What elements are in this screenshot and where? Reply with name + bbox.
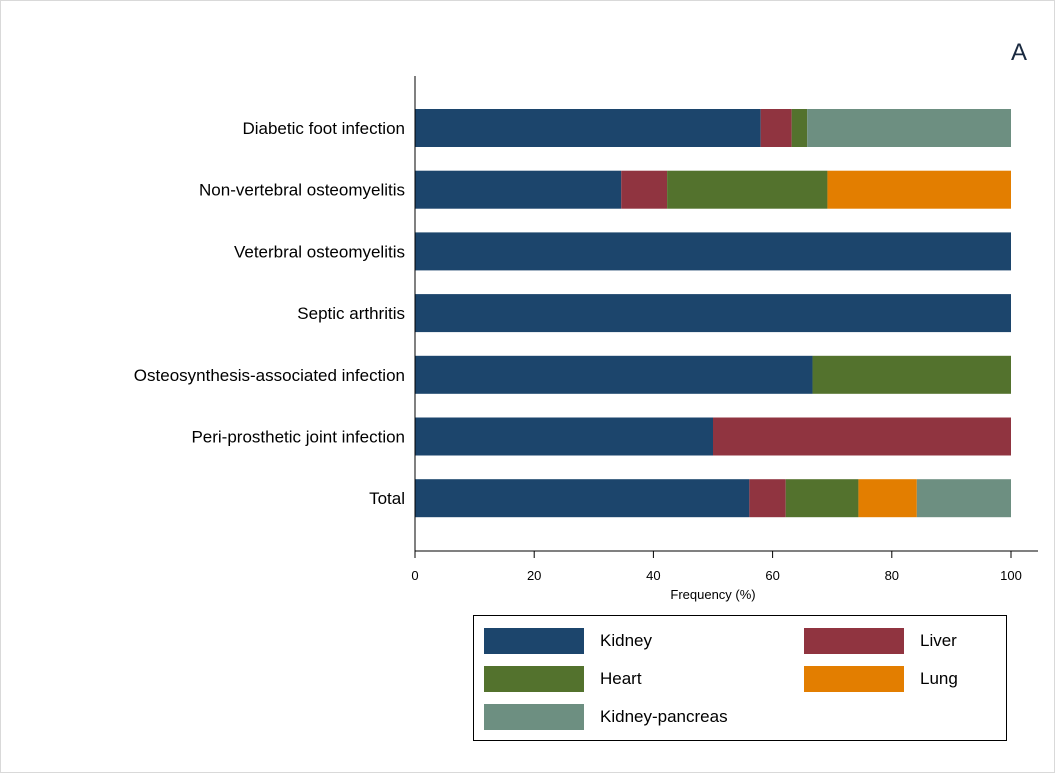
bars-layer <box>415 109 1011 518</box>
legend-item: Kidney <box>484 628 652 654</box>
bar-segment <box>415 109 761 147</box>
legend-swatch <box>484 704 584 730</box>
bar-segment <box>749 479 786 518</box>
legend-swatch <box>484 628 584 654</box>
x-axis: 0 20 40 60 80 100 <box>411 76 1038 583</box>
bar-segment <box>785 479 859 518</box>
bar-segment <box>916 479 1011 518</box>
category-label: Non-vertebral osteomyelitis <box>199 181 405 200</box>
x-tick-label: 80 <box>885 568 899 583</box>
legend-swatch <box>804 628 904 654</box>
bar-segment <box>415 479 750 518</box>
legend-label: Kidney <box>600 631 652 650</box>
legend-swatch <box>804 666 904 692</box>
bar-segment <box>415 417 713 456</box>
legend: Kidney Liver Heart Lung Kidney-pancreas <box>473 615 1007 741</box>
legend-item: Kidney-pancreas <box>484 704 728 730</box>
bar-segment <box>858 479 917 518</box>
category-label: Veterbral osteomyelitis <box>234 242 405 261</box>
bar-segment <box>621 170 668 209</box>
category-labels: Diabetic foot infection Non-vertebral ost… <box>134 119 405 508</box>
bar-segment <box>791 109 808 147</box>
bar-segment <box>713 417 1011 456</box>
x-axis-title: Frequency (%) <box>670 587 755 602</box>
legend-item: Liver <box>804 628 957 654</box>
legend-label: Heart <box>600 669 642 688</box>
x-tick-label: 40 <box>646 568 660 583</box>
legend-label: Liver <box>920 631 957 650</box>
x-tick-label: 20 <box>527 568 541 583</box>
legend-item: Heart <box>484 666 642 692</box>
category-label: Peri-prosthetic joint infection <box>191 428 405 447</box>
category-label: Septic arthritis <box>297 304 405 323</box>
x-tick-label: 100 <box>1000 568 1022 583</box>
x-tick-label: 60 <box>765 568 779 583</box>
x-tick-label: 0 <box>411 568 418 583</box>
bar-segment <box>415 170 622 209</box>
category-label: Osteosynthesis-associated infection <box>134 366 405 385</box>
legend-label: Kidney-pancreas <box>600 707 728 726</box>
bar-segment <box>812 355 1011 394</box>
legend-item: Lung <box>804 666 958 692</box>
legend-label: Lung <box>920 669 958 688</box>
category-label: Total <box>369 489 405 508</box>
bar-segment <box>807 109 1011 147</box>
category-label: Diabetic foot infection <box>242 119 405 138</box>
bar-segment <box>415 294 1011 333</box>
bar-segment <box>827 170 1011 209</box>
panel-label: A <box>1011 39 1028 66</box>
bar-segment <box>415 355 813 394</box>
bar-segment <box>760 109 792 147</box>
bar-segment <box>415 232 1011 271</box>
bar-segment <box>667 170 828 209</box>
legend-swatch <box>484 666 584 692</box>
